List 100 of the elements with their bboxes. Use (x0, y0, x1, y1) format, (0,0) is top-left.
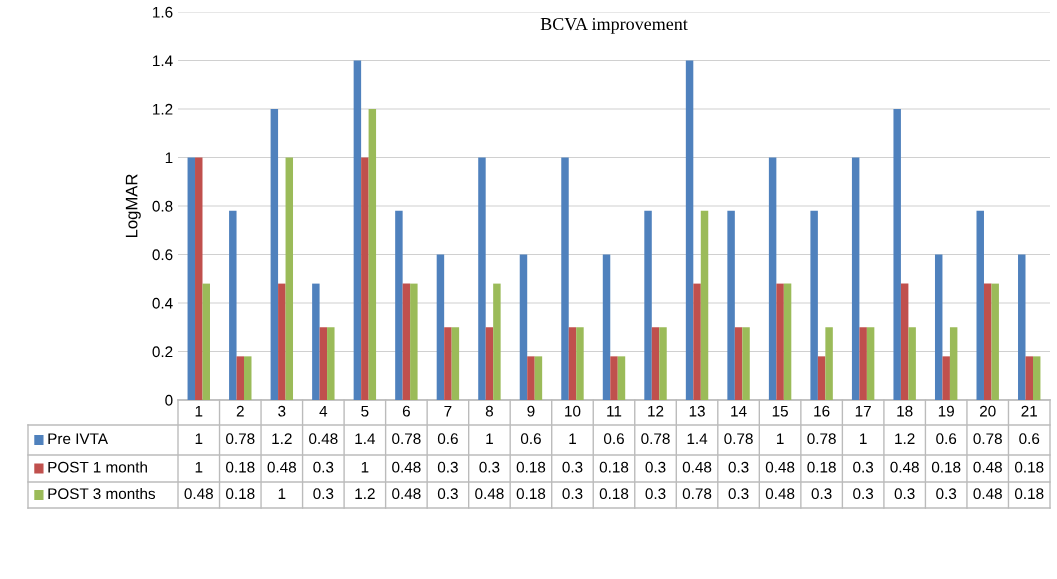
bar (700, 210, 709, 400)
bar (893, 109, 901, 400)
y-axis-title: LogMAR (125, 174, 141, 238)
bar (659, 327, 667, 400)
data-label: 0.3 (562, 488, 583, 500)
bar (436, 254, 445, 400)
x-tick-label: 12 (648, 405, 664, 417)
x-tick-label: 16 (814, 405, 830, 417)
data-label: 0.48 (973, 461, 1002, 473)
data-label: 0.48 (765, 488, 795, 500)
x-tick-label: 18 (897, 405, 913, 417)
legend-label: POST 1 month (48, 461, 147, 473)
bar (949, 327, 958, 400)
data-label: 1 (195, 461, 203, 473)
data-label: 0.6 (437, 433, 458, 445)
bar (908, 327, 916, 400)
x-tick-label: 6 (402, 405, 410, 417)
bar (368, 109, 377, 400)
bar (229, 210, 237, 400)
y-tick-label: 1.6 (153, 6, 173, 18)
bar (527, 356, 535, 400)
bar (402, 283, 411, 400)
data-label: 0.18 (226, 488, 255, 500)
bar (934, 254, 943, 400)
x-tick-label: 5 (361, 405, 369, 417)
data-label: 1.2 (355, 488, 375, 499)
y-tick-label: 0.6 (152, 249, 173, 261)
y-tick-label: 0.4 (152, 297, 173, 309)
data-label: 0.48 (267, 461, 297, 473)
data-label: 0.48 (973, 488, 1002, 500)
bar (187, 157, 196, 400)
data-label: 0.48 (890, 461, 919, 473)
data-label: 0.18 (1014, 461, 1044, 473)
data-label: 0.48 (392, 461, 421, 473)
bar (519, 254, 528, 400)
bar (493, 283, 501, 400)
data-label: 1 (777, 433, 784, 444)
x-tick-label: 14 (731, 405, 747, 417)
data-label: 0.3 (811, 488, 832, 500)
bar (312, 283, 320, 400)
bar (278, 283, 286, 400)
data-label: 0.18 (599, 461, 629, 473)
y-tick-label: 1.2 (153, 103, 173, 115)
bar (361, 157, 369, 400)
bar (270, 109, 279, 400)
bar (942, 356, 950, 400)
data-label: 1.2 (895, 433, 915, 444)
x-tick-label: 19 (938, 405, 954, 417)
data-label: 0.6 (936, 433, 957, 445)
bar (1032, 356, 1041, 400)
bar (866, 327, 875, 400)
data-label: 0.48 (309, 433, 338, 445)
data-label: 0.18 (516, 488, 546, 500)
data-label: 0.3 (437, 488, 458, 500)
data-label: 0.18 (1014, 488, 1044, 500)
y-tick-label: 0 (165, 394, 173, 406)
bar (195, 157, 203, 400)
bar (327, 327, 335, 400)
data-label: 0.3 (853, 488, 874, 500)
x-tick-label: 15 (772, 405, 788, 417)
bar (319, 327, 328, 400)
data-label: 0.3 (645, 488, 666, 500)
x-tick-label: 4 (319, 405, 328, 417)
data-label: 1 (486, 433, 493, 444)
data-label: 0.3 (479, 461, 500, 473)
data-label: 0.3 (313, 461, 334, 473)
bar (451, 327, 460, 400)
data-label: 0.3 (562, 461, 583, 473)
data-label: 1 (860, 433, 867, 444)
legend-label: Pre IVTA (48, 433, 108, 445)
x-tick-label: 10 (565, 405, 581, 417)
data-label: 0.48 (765, 461, 795, 473)
x-tick-label: 8 (485, 405, 494, 417)
bar (285, 157, 294, 400)
data-label: 0.48 (184, 488, 213, 500)
data-label: 1.4 (355, 433, 376, 444)
bar (478, 157, 486, 400)
bar (976, 210, 984, 400)
data-label: 0.78 (724, 433, 753, 445)
data-label: 1 (361, 461, 369, 473)
bar (983, 283, 992, 400)
bar (825, 327, 833, 400)
bar (610, 356, 618, 400)
bar (1018, 254, 1026, 400)
data-label: 0.6 (520, 433, 541, 445)
bar (1025, 356, 1033, 400)
data-label: 0.3 (728, 461, 749, 473)
bar (810, 210, 818, 400)
bar (851, 157, 860, 400)
bar (410, 283, 418, 400)
x-tick-label: 2 (236, 405, 244, 417)
bar (651, 327, 660, 400)
data-label: 0.18 (516, 461, 546, 473)
data-label: 1 (195, 433, 203, 444)
legend-label: POST 3 months (48, 487, 156, 500)
data-label: 1.4 (687, 433, 708, 444)
x-tick-label: 1 (195, 405, 203, 417)
bar (236, 356, 245, 400)
x-tick-label: 13 (689, 405, 705, 417)
bar (576, 327, 584, 400)
